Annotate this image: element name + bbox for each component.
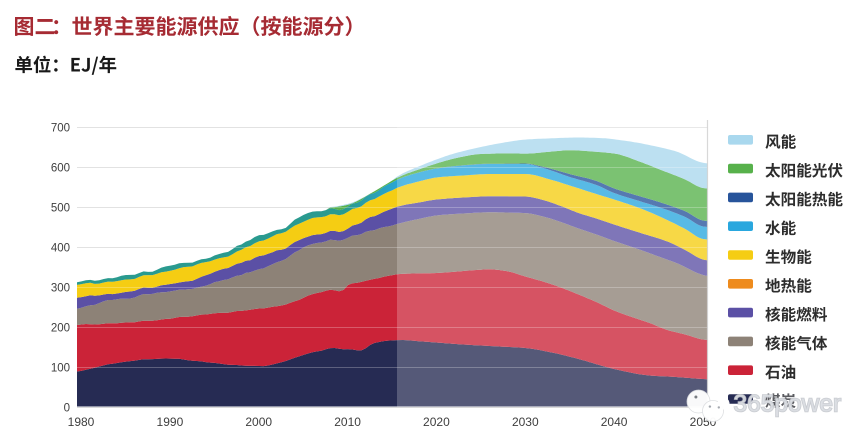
svg-text:100: 100: [51, 363, 70, 375]
svg-text:1990: 1990: [157, 415, 184, 429]
svg-text:2010: 2010: [334, 415, 361, 429]
svg-text:300: 300: [51, 283, 70, 295]
svg-text:2020: 2020: [423, 415, 450, 429]
svg-text:1980: 1980: [68, 415, 95, 429]
svg-text:2030: 2030: [512, 415, 539, 429]
svg-text:500: 500: [51, 203, 70, 215]
svg-text:2000: 2000: [245, 415, 272, 429]
svg-text:2040: 2040: [601, 415, 628, 429]
svg-text:365power: 365power: [734, 391, 842, 418]
svg-text:200: 200: [51, 323, 70, 335]
svg-text:365power: 365power: [734, 391, 842, 418]
svg-text:0: 0: [64, 403, 70, 415]
svg-text:400: 400: [51, 243, 70, 255]
svg-text:600: 600: [51, 163, 70, 175]
svg-text:700: 700: [51, 123, 70, 135]
